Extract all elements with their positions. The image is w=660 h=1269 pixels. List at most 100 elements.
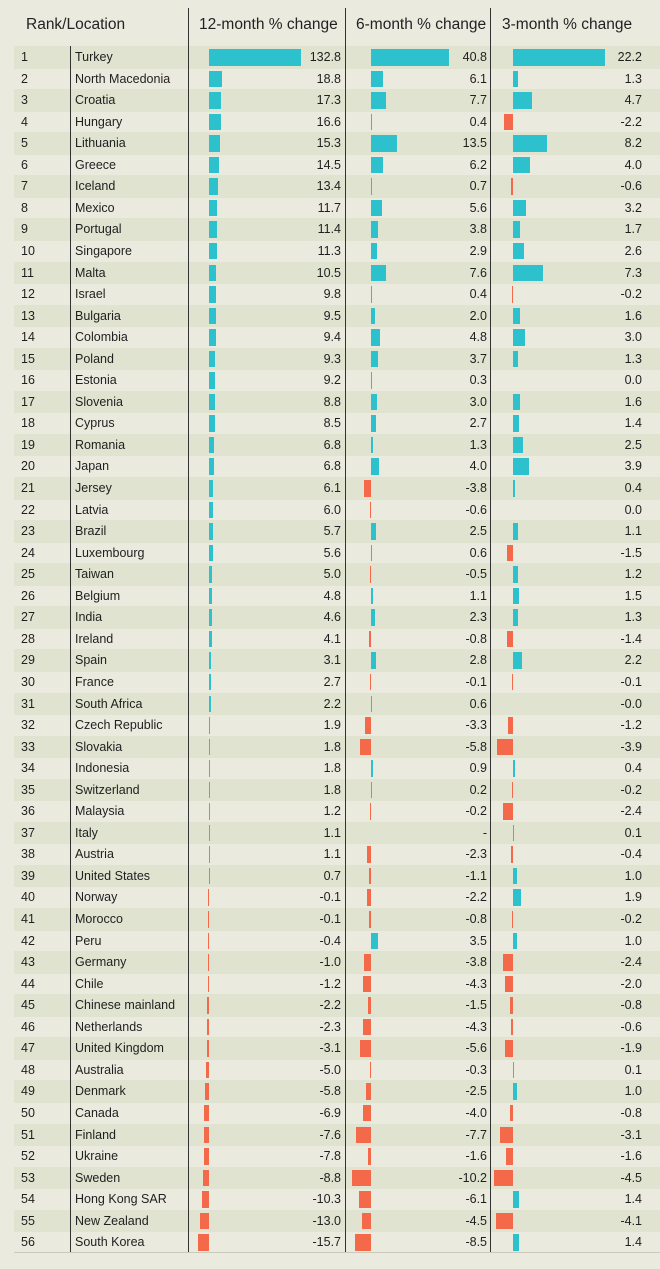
rank-cell: 52: [21, 1149, 35, 1164]
rank-cell: 18: [21, 416, 35, 431]
12-month-value: 11.3: [317, 243, 341, 258]
6-month-bar: [371, 221, 379, 238]
table-row: 5 Lithuania 15.3 13.5 8.2: [14, 132, 660, 155]
6-month-bar: [367, 1148, 371, 1165]
3-month-value: 1.2: [624, 567, 642, 582]
table-row: 7 Iceland 13.4 0.7 -0.6: [14, 175, 660, 198]
location-cell: Sweden: [75, 1170, 121, 1185]
rank-cell: 50: [21, 1105, 35, 1120]
6-month-bar: [371, 652, 377, 669]
6-month-bar: [369, 803, 371, 820]
6-month-value: -4.3: [465, 1019, 487, 1034]
table-row: 41 Morocco -0.1 -0.8 -0.2: [14, 908, 660, 931]
location-cell: South Korea: [75, 1235, 145, 1250]
6-month-value: -1.6: [465, 1149, 487, 1164]
12-month-value: 4.6: [323, 610, 341, 625]
location-cell: United States: [75, 868, 151, 883]
table-row: 38 Austria 1.1 -2.3 -0.4: [14, 843, 660, 866]
3-month-bar: [507, 630, 513, 648]
rank-cell: 49: [21, 1084, 35, 1099]
6-month-bar: [371, 350, 379, 368]
6-month-bar: [371, 242, 377, 260]
12-month-bar: [198, 1234, 209, 1251]
12-month-value: 2.2: [323, 696, 341, 711]
6-month-value: 13.5: [462, 136, 487, 151]
table-row: 22 Latvia 6.0 -0.6 0.0: [14, 499, 660, 522]
12-month-bar: [209, 695, 211, 712]
3-month-bar: [513, 609, 519, 626]
6-month-value: 0.9: [469, 761, 487, 776]
3-month-value: 0.0: [624, 373, 642, 388]
12-month-bar: [207, 997, 209, 1014]
3-month-bar: [509, 997, 513, 1014]
location-cell: India: [75, 610, 103, 625]
12-month-value: 5.6: [323, 545, 341, 560]
table-row: 6 Greece 14.5 6.2 4.0: [14, 154, 660, 177]
location-cell: Peru: [75, 933, 102, 948]
6-month-bar: [371, 458, 379, 475]
3-month-value: -0.2: [620, 287, 642, 302]
3-month-bar: [513, 458, 530, 475]
rank-cell: 21: [21, 481, 35, 495]
6-month-bar: [360, 1040, 371, 1057]
12-month-bar: [205, 1061, 209, 1079]
3-month-bar: [504, 975, 513, 993]
rank-cell: 30: [21, 674, 35, 689]
12-month-bar: [209, 286, 216, 303]
location-cell: Austria: [75, 847, 114, 862]
6-month-value: 40.8: [462, 50, 487, 64]
12-month-bar: [209, 630, 212, 648]
location-cell: Italy: [75, 825, 98, 840]
3-month-value: -4.1: [620, 1213, 642, 1228]
3-month-bar: [509, 1104, 513, 1122]
12-month-bar: [209, 673, 211, 691]
rank-cell: 5: [21, 136, 28, 151]
6-month-value: -2.3: [465, 847, 487, 862]
12-month-value: 9.3: [323, 351, 341, 366]
6-month-bar: [369, 673, 371, 691]
header-6-month: 6-month % change: [356, 16, 487, 33]
12-month-bar: [207, 889, 209, 906]
12-month-bar: [209, 824, 211, 842]
6-month-value: -0.8: [465, 912, 487, 926]
rank-cell: 13: [21, 308, 35, 323]
rank-cell: 11: [21, 265, 34, 280]
3-month-value: 1.4: [624, 1192, 642, 1207]
6-month-bar: [371, 199, 382, 217]
12-month-value: 1.1: [323, 847, 341, 862]
6-month-value: -0.2: [465, 804, 487, 819]
3-month-value: -2.2: [620, 114, 642, 129]
table-row: 24 Luxembourg 5.6 0.6 -1.5: [14, 542, 660, 565]
12-month-value: 4.1: [323, 631, 341, 646]
rank-cell: 34: [21, 761, 35, 776]
location-cell: South Africa: [75, 696, 143, 711]
location-cell: Spain: [75, 653, 107, 668]
rank-location-divider: [70, 46, 71, 1252]
12-month-value: 9.4: [323, 330, 341, 345]
table-row: 4 Hungary 16.6 0.4 -2.2: [14, 111, 660, 134]
6-month-value: -1.1: [465, 868, 487, 883]
3-month-value: -2.4: [620, 804, 642, 819]
rank-cell: 53: [21, 1170, 35, 1185]
6-month-value: -3.8: [465, 481, 487, 495]
12-month-value: 17.3: [316, 93, 341, 108]
6-month-value: 3.0: [469, 394, 487, 409]
6-month-bar: [369, 566, 371, 583]
6-month-value: -10.2: [458, 1170, 488, 1185]
12-month-value: 11.7: [317, 200, 341, 215]
6-month-bar: [368, 997, 371, 1014]
3-month-bar: [513, 156, 530, 174]
3-month-bar: [503, 954, 513, 971]
12-month-bar: [209, 587, 213, 605]
table-row: 48 Australia -5.0 -0.3 0.1: [14, 1059, 660, 1082]
12-month-value: 0.7: [323, 868, 341, 883]
6-month-value: 0.6: [469, 696, 487, 711]
3-month-value: 3.2: [624, 200, 642, 215]
table-row: 20 Japan 6.8 4.0 3.9: [14, 455, 660, 478]
rank-cell: 51: [21, 1127, 35, 1142]
6-month-bar: [356, 1126, 371, 1143]
table-row: 1 Turkey 132.8 40.8 22.2: [14, 46, 660, 69]
3-month-value: -0.2: [620, 782, 642, 797]
table-row: 55 New Zealand -13.0 -4.5 -4.1: [14, 1209, 660, 1233]
rank-cell: 1: [21, 50, 28, 64]
